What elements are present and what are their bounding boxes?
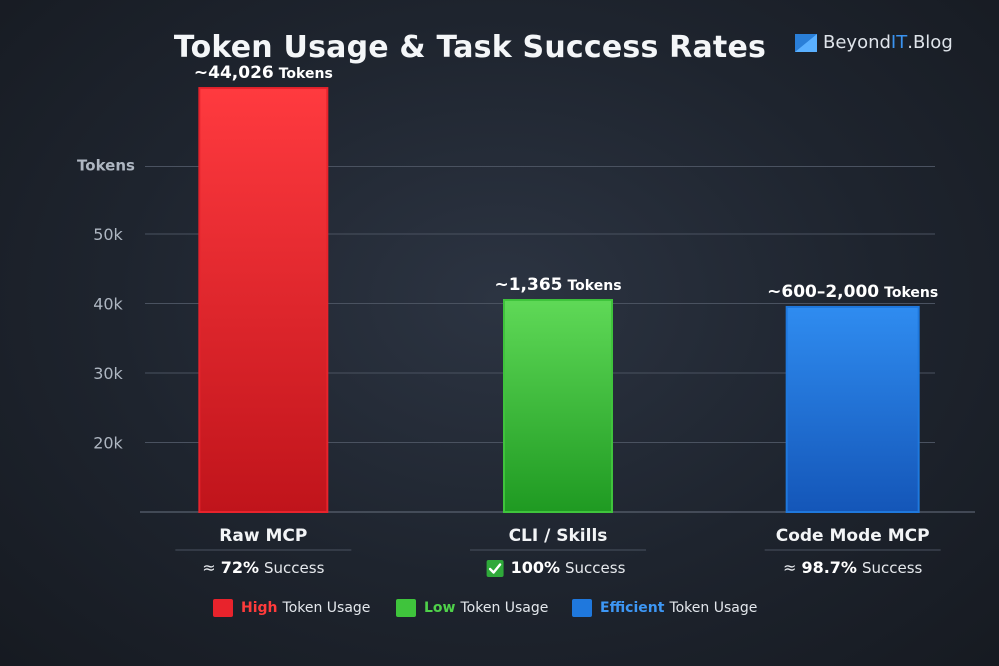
x-category-label: Raw MCP xyxy=(219,526,307,546)
legend-swatch xyxy=(572,599,592,617)
check-icon xyxy=(486,560,504,577)
chart-title: Token Usage & Task Success Rates xyxy=(173,30,767,65)
y-tick-label: 20k xyxy=(93,434,123,453)
legend: High Token Usage Low Token Usage Efficient To… xyxy=(0,599,999,621)
legend-label: Token Usage xyxy=(282,600,371,616)
brand-accent: IT xyxy=(890,32,908,53)
brand-suffix: .Blog xyxy=(907,32,953,53)
success-rate-label: ≈ 72% Success xyxy=(202,558,324,577)
legend-key: High xyxy=(241,600,278,616)
x-category-label: CLI / Skills xyxy=(509,526,608,546)
bar-data-label: ~1,365 Tokens xyxy=(494,275,621,295)
brand-logo: Beyond IT .Blog xyxy=(795,32,953,53)
legend-swatch xyxy=(213,599,233,617)
brand-icon xyxy=(795,33,817,52)
y-tick-label: 30k xyxy=(93,364,123,383)
bar-chart: Tokens 20k 30k 40k 50k ~44,026 Tokens Raw MCP ≈… xyxy=(77,63,975,577)
bar-cli-skills xyxy=(503,299,613,513)
x-category-label: Code Mode MCP xyxy=(776,526,930,546)
bar-data-label: ~44,026 Tokens xyxy=(194,63,333,83)
success-rate-label: 100% Success xyxy=(511,558,626,577)
legend-label: Token Usage xyxy=(669,600,758,616)
legend-label: Token Usage xyxy=(460,600,549,616)
legend-swatch xyxy=(396,599,416,617)
brand-name: Beyond xyxy=(823,32,891,53)
legend-item: Low Token Usage xyxy=(396,599,548,617)
legend-item: High Token Usage xyxy=(213,599,370,617)
bar-data-label: ~600–2,000 Tokens xyxy=(767,282,938,302)
legend-item: Efficient Token Usage xyxy=(572,599,757,617)
success-rate-label: ≈ 98.7% Success xyxy=(783,558,923,577)
y-tick-label: 50k xyxy=(93,225,123,244)
y-tick-label: 40k xyxy=(93,295,123,314)
bar-code-mode-mcp xyxy=(785,305,920,513)
legend-key: Efficient xyxy=(600,600,665,616)
legend-key: Low xyxy=(424,600,456,616)
y-axis-title: Tokens xyxy=(77,157,135,175)
bar-raw-mcp xyxy=(198,87,329,514)
